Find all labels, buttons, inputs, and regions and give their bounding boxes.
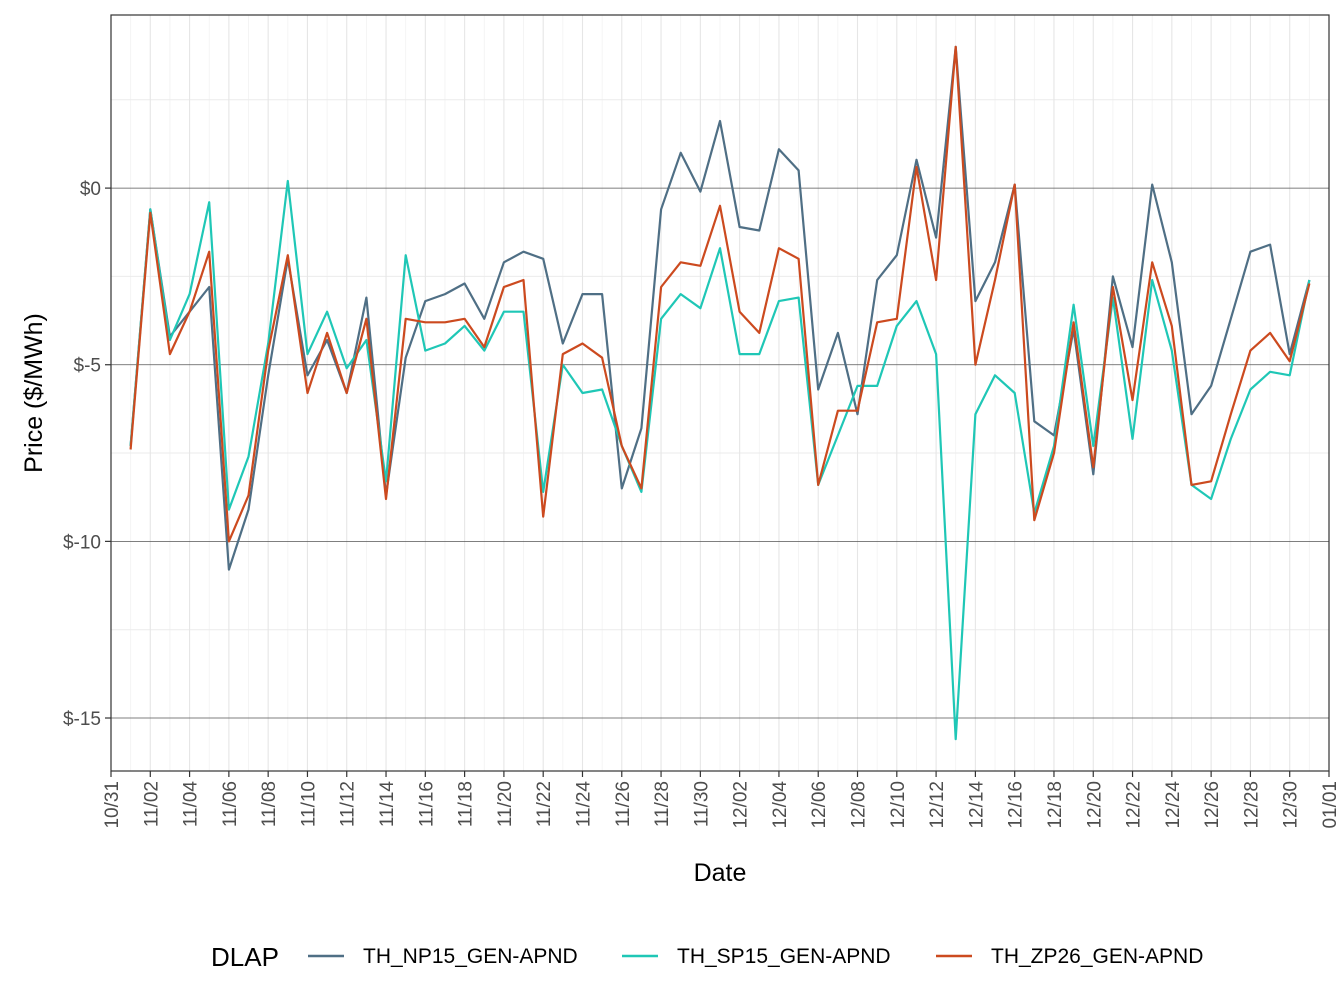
legend-label-2: TH_SP15_GEN-APND: [677, 945, 891, 968]
series-line-3: [129, 45, 1311, 543]
x-tick-label: 01/01: [1320, 781, 1341, 829]
x-tick-label: 11/14: [377, 781, 398, 828]
x-tick-label: 11/20: [495, 781, 516, 827]
x-tick-label: 11/30: [691, 781, 712, 827]
legend-label-3: TH_ZP26_GEN-APND: [991, 945, 1203, 968]
legend: DLAP TH_NP15_GEN-APND TH_SP15_GEN-APND TH_…: [211, 942, 1203, 972]
x-tick-label: 12/12: [927, 781, 948, 829]
plot-panel-border: [110, 14, 1330, 772]
x-tick-label: 12/06: [809, 781, 830, 829]
x-tick-label: 11/22: [534, 781, 555, 827]
y-axis: $0 $-5 $-10 $-15: [63, 179, 111, 730]
x-tick-label: 12/14: [966, 781, 987, 829]
x-tick-label: 12/02: [731, 781, 752, 829]
y-tick-label: $-5: [74, 356, 101, 377]
x-tick-label: 11/08: [259, 781, 280, 827]
x-tick-label: 11/02: [141, 781, 162, 827]
y-tick-label: $0: [80, 179, 101, 200]
x-tick-label: 12/16: [1006, 781, 1027, 829]
series-lines: [129, 45, 1311, 741]
x-tick-label: 11/24: [573, 781, 594, 828]
x-tick-label: 12/28: [1241, 781, 1262, 829]
x-tick-label: 12/26: [1202, 781, 1223, 829]
y-axis-title: Price ($/MWh): [20, 313, 48, 473]
x-tick-label: 11/26: [613, 781, 634, 827]
minor-gridlines: [111, 15, 1329, 771]
x-axis: 10/31 11/02 11/04 11/06 11/08 11/10 11/12 11/14…: [102, 771, 1341, 829]
x-tick-label: 12/04: [770, 781, 791, 829]
x-tick-label: 12/10: [888, 781, 909, 829]
x-axis-title: Date: [694, 859, 747, 887]
x-tick-label: 12/08: [849, 781, 870, 829]
x-tick-label: 12/30: [1281, 781, 1302, 829]
series-line-2: [129, 179, 1311, 741]
x-tick-label: 11/10: [298, 781, 319, 827]
x-tick-label: 11/06: [220, 781, 241, 827]
x-tick-label: 10/31: [102, 781, 123, 829]
x-tick-label: 11/18: [456, 781, 477, 827]
legend-label-1: TH_NP15_GEN-APND: [363, 945, 578, 968]
x-tick-label: 12/24: [1163, 781, 1184, 829]
legend-title: DLAP: [211, 942, 279, 972]
x-tick-label: 12/18: [1045, 781, 1066, 829]
x-tick-label: 11/12: [338, 781, 359, 827]
x-tick-label: 11/16: [416, 781, 437, 827]
x-tick-label: 12/22: [1124, 781, 1145, 829]
y-tick-label: $-10: [63, 532, 101, 553]
x-tick-label: 11/04: [181, 781, 202, 828]
x-tick-label: 11/28: [652, 781, 673, 827]
y-tick-label: $-15: [63, 709, 101, 730]
x-tick-label: 12/20: [1084, 781, 1105, 829]
series-line-1: [129, 45, 1311, 571]
